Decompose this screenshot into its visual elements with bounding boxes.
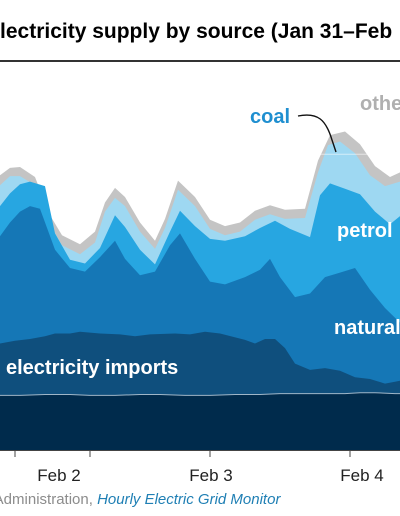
title-rule xyxy=(0,60,400,62)
x-tick-label: Feb 3 xyxy=(189,466,232,485)
coal-leader-line xyxy=(297,114,337,153)
source-note: n Administration, Hourly Electric Grid M… xyxy=(0,491,280,508)
source-monitor-link[interactable]: Hourly Electric Grid Monitor xyxy=(97,491,281,508)
label-electricity-imports: electricity imports xyxy=(6,357,178,379)
area-series-electricity-imports xyxy=(0,392,400,450)
label-other: othe xyxy=(360,93,400,115)
source-prefix: n Administration, xyxy=(0,491,93,508)
x-tick-label: Feb 4 xyxy=(340,466,383,485)
label-coal: coal xyxy=(250,106,290,128)
label-natural-gas: natural xyxy=(334,317,400,339)
x-tick-label: Feb 2 xyxy=(37,466,80,485)
imports-boundary-line xyxy=(0,392,400,396)
label-petroleum: petrol xyxy=(337,220,393,242)
chart-title: Electricity supply by source (Jan 31–Feb xyxy=(0,20,393,43)
